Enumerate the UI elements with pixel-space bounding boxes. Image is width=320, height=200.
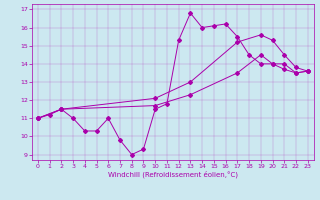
X-axis label: Windchill (Refroidissement éolien,°C): Windchill (Refroidissement éolien,°C) [108,171,238,178]
